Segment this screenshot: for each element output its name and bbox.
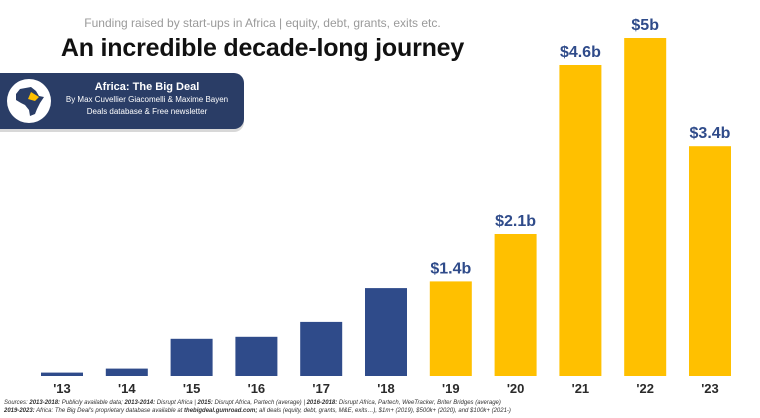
x-tick-label: '13 [53,381,71,396]
bar-2019 [429,281,472,376]
source-text: Disrupt Africa | [155,400,198,406]
bar-2014 [105,368,148,376]
bar-2015 [170,338,213,376]
x-tick-label: '19 [442,381,460,396]
x-tick-label: '21 [572,381,590,396]
x-tick-label: '20 [507,381,525,396]
bar-2021 [559,65,602,376]
x-tick-label: '18 [377,381,395,396]
source-period: 2013-2018: [29,400,61,406]
source-link[interactable]: thebigdeal.gumroad.com; [184,408,258,414]
bar-2020 [494,234,537,376]
x-tick-label: '15 [183,381,201,396]
source-period: 2013-2014: [124,400,156,406]
bar-value-label: $3.4b [690,125,731,142]
source-text: all deals (equity, debt, grants, M&E, ex… [257,408,511,414]
source-period: 2019-2023: [4,408,35,414]
source-text: Disrupt Africa, Partech, WeeTracker, Bri… [337,400,501,406]
x-tick-label: '16 [248,381,266,396]
x-tick-label: '23 [701,381,719,396]
source-text: Africa: The Big Deal's proprietary datab… [34,408,185,414]
brand-name: Africa: The Big Deal [94,81,200,93]
x-tick-label: '14 [118,381,136,396]
source-footer: Sources: 2013-2018: Publicly available d… [4,399,756,415]
x-tick-label: '17 [312,381,330,396]
chart-title: An incredible decade-long journey [60,34,465,62]
bar-value-label: $5b [631,17,659,34]
source-text: Disrupt Africa, Partech (average) | [212,400,307,406]
chart-subtitle: Funding raised by start-ups in Africa | … [84,16,441,30]
bar-value-label: $2.1b [495,213,536,230]
bar-value-label: $4.6b [560,44,601,61]
source-text: Publicly available data; [60,400,125,406]
bar-2018 [365,288,407,376]
source-period: 2016-2018: [306,400,338,406]
brand-tagline: Deals database & Free newsletter [86,107,208,116]
bar-2023 [689,146,731,376]
brand-banner[interactable]: Africa: The Big Deal By Max Cuvellier Gi… [0,73,244,129]
x-tick-label: '22 [636,381,654,396]
bar-2016 [235,336,278,376]
africa-logo-icon [7,79,51,123]
bar-value-label: $1.4b [430,260,471,277]
bar-2022 [624,38,667,376]
source-line-1: Sources: 2013-2018: Publicly available d… [4,399,756,407]
source-prefix: Sources: [4,400,30,406]
brand-authors: By Max Cuvellier Giacomelli & Maxime Bay… [65,95,229,104]
source-period: 2015: [197,400,213,406]
bar-2013 [41,372,83,376]
source-line-2: 2019-2023: Africa: The Big Deal's propri… [4,407,756,415]
bar-2017 [300,321,343,376]
